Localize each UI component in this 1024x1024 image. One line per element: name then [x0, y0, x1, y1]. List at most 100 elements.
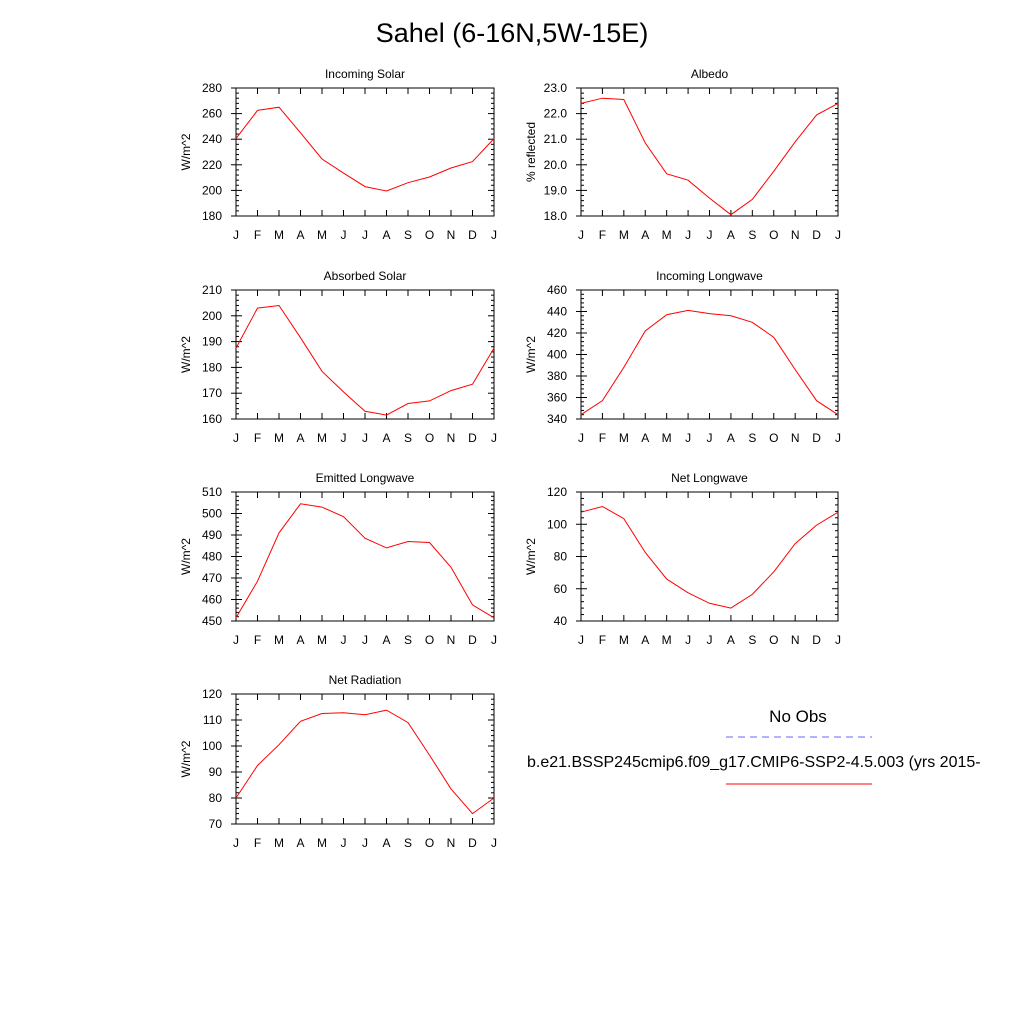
x-tick-label: M	[619, 228, 629, 242]
x-tick-label: J	[491, 228, 497, 242]
x-tick-label: J	[233, 431, 239, 445]
x-tick-label: J	[685, 228, 691, 242]
x-tick-label: O	[769, 431, 778, 445]
y-tick-label: 100	[547, 517, 567, 531]
x-tick-label: M	[619, 431, 629, 445]
y-axis-label: % reflected	[524, 122, 538, 182]
series-line	[580, 97, 839, 216]
x-tick-label: M	[274, 633, 284, 647]
x-tick-label: M	[662, 633, 672, 647]
x-tick-label: J	[835, 431, 841, 445]
y-tick-label: 120	[202, 687, 222, 701]
x-tick-label: M	[619, 633, 629, 647]
x-tick-label: J	[341, 431, 347, 445]
x-tick-label: D	[468, 228, 477, 242]
legend-model-label: b.e21.BSSP245cmip6.f09_g17.CMIP6-SSP2-4.…	[527, 754, 981, 771]
y-tick-label: 460	[547, 283, 567, 297]
x-tick-label: J	[341, 836, 347, 850]
series-line	[580, 505, 839, 609]
x-tick-label: F	[254, 228, 261, 242]
y-tick-label: 380	[547, 369, 567, 383]
x-tick-label: J	[685, 633, 691, 647]
x-tick-label: F	[254, 633, 261, 647]
x-tick-label: A	[296, 836, 304, 850]
y-tick-label: 180	[202, 209, 222, 223]
y-tick-label: 240	[202, 132, 222, 146]
x-tick-label: M	[274, 228, 284, 242]
x-tick-label: S	[404, 431, 412, 445]
y-tick-label: 170	[202, 386, 222, 400]
y-tick-label: 210	[202, 283, 222, 297]
x-tick-label: S	[748, 633, 756, 647]
y-axis-label: W/m^2	[524, 336, 538, 373]
y-tick-label: 23.0	[544, 81, 568, 95]
plot-frame	[235, 491, 495, 622]
page-title: Sahel (6-16N,5W-15E)	[375, 18, 649, 48]
y-tick-label: 220	[202, 158, 222, 172]
x-tick-label: F	[599, 228, 606, 242]
x-tick-label: J	[707, 431, 713, 445]
x-tick-label: A	[727, 431, 735, 445]
y-tick-label: 500	[202, 507, 222, 521]
x-tick-label: M	[317, 228, 327, 242]
x-tick-label: A	[641, 228, 649, 242]
plot-frame	[235, 693, 495, 825]
x-tick-label: A	[382, 431, 390, 445]
x-tick-label: J	[707, 633, 713, 647]
x-tick-label: A	[296, 228, 304, 242]
y-tick-label: 470	[202, 571, 222, 585]
y-tick-label: 80	[209, 791, 223, 805]
y-tick-label: 400	[547, 348, 567, 362]
plot-frame	[235, 87, 495, 217]
y-tick-label: 90	[209, 765, 223, 779]
y-tick-label: 280	[202, 81, 222, 95]
x-tick-label: O	[425, 836, 434, 850]
y-tick-label: 360	[547, 391, 567, 405]
x-tick-label: S	[404, 836, 412, 850]
y-tick-label: 460	[202, 593, 222, 607]
y-axis-label: W/m^2	[179, 538, 193, 575]
x-tick-label: A	[382, 836, 390, 850]
x-tick-label: N	[447, 431, 456, 445]
x-tick-label: M	[317, 836, 327, 850]
x-tick-label: J	[362, 633, 368, 647]
x-tick-label: J	[362, 431, 368, 445]
x-tick-label: J	[578, 228, 584, 242]
x-tick-label: N	[447, 633, 456, 647]
plot-frame	[580, 289, 839, 420]
y-tick-label: 190	[202, 335, 222, 349]
y-axis-label: W/m^2	[524, 538, 538, 575]
x-tick-label: N	[791, 228, 800, 242]
x-tick-label: J	[362, 836, 368, 850]
x-tick-label: A	[296, 633, 304, 647]
x-tick-label: F	[599, 431, 606, 445]
x-tick-label: S	[404, 633, 412, 647]
y-axis-label: W/m^2	[179, 740, 193, 777]
y-tick-label: 100	[202, 739, 222, 753]
x-tick-label: J	[491, 836, 497, 850]
x-tick-label: A	[296, 431, 304, 445]
y-tick-label: 440	[547, 305, 567, 319]
x-tick-label: D	[468, 836, 477, 850]
y-tick-label: 120	[547, 485, 567, 499]
panel-title: Absorbed Solar	[324, 269, 407, 283]
x-tick-label: J	[233, 836, 239, 850]
y-tick-label: 160	[202, 412, 222, 426]
plot-frame	[235, 289, 495, 420]
y-tick-label: 20.0	[544, 158, 568, 172]
x-tick-label: M	[274, 836, 284, 850]
x-tick-label: N	[447, 836, 456, 850]
x-tick-label: J	[341, 228, 347, 242]
series-line	[235, 709, 495, 815]
y-tick-label: 450	[202, 614, 222, 628]
x-tick-label: F	[254, 431, 261, 445]
y-axis-label: W/m^2	[179, 336, 193, 373]
x-tick-label: J	[707, 228, 713, 242]
x-tick-label: O	[425, 633, 434, 647]
y-tick-label: 22.0	[544, 107, 568, 121]
plot-frame	[580, 87, 839, 217]
